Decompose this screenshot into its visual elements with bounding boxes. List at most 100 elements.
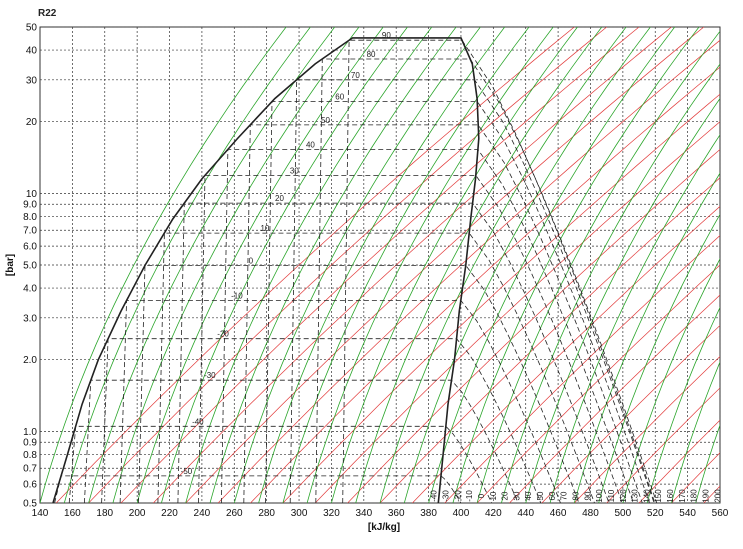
y-tick-label: 20 bbox=[26, 117, 38, 128]
isotherm-line bbox=[157, 232, 595, 503]
volume-line bbox=[55, 27, 575, 503]
entropy-line bbox=[598, 213, 720, 503]
y-tick-label: 4.0 bbox=[23, 284, 37, 295]
entropy-line bbox=[646, 306, 720, 503]
y-tick-label: 0.8 bbox=[23, 450, 37, 461]
y-tick-label: 8.0 bbox=[23, 212, 37, 223]
vapor-temp-label: 160 bbox=[666, 489, 675, 503]
entropy-line bbox=[258, 27, 506, 503]
y-tick-label: 0.6 bbox=[23, 480, 37, 491]
x-tick-label: 280 bbox=[258, 508, 275, 519]
chart-title: R22 bbox=[38, 8, 57, 19]
volume-line bbox=[347, 149, 720, 503]
vapor-temp-label: 10 bbox=[489, 491, 498, 500]
vapor-temp-label: 70 bbox=[560, 491, 569, 500]
vapor-temp-label: 40 bbox=[524, 491, 533, 500]
y-tick-label: 0.7 bbox=[23, 464, 37, 475]
x-tick-label: 240 bbox=[194, 508, 211, 519]
isotherm-label: 70 bbox=[351, 71, 360, 80]
x-axis-label: [kJ/kg] bbox=[368, 522, 400, 533]
volume-line bbox=[638, 419, 720, 503]
vapor-temp-label: 170 bbox=[678, 489, 687, 503]
y-tick-label: 1.0 bbox=[23, 427, 37, 438]
x-tick-label: 460 bbox=[550, 508, 567, 519]
entropy-line bbox=[282, 27, 530, 503]
vapor-temp-label: 200 bbox=[713, 489, 722, 503]
vapor-temp-label: -40 bbox=[430, 490, 439, 502]
isotherm-label: 0 bbox=[249, 256, 254, 265]
x-tick-label: 200 bbox=[129, 508, 146, 519]
x-tick-label: 300 bbox=[291, 508, 308, 519]
isotherm-label: 30 bbox=[290, 166, 299, 175]
x-tick-label: 560 bbox=[712, 508, 729, 519]
vapor-temp-label: 140 bbox=[642, 489, 651, 503]
entropy-line bbox=[476, 30, 720, 503]
vapor-temp-label: 100 bbox=[595, 489, 604, 503]
volume-line bbox=[476, 264, 720, 503]
vapor-temp-label: 90 bbox=[583, 491, 592, 500]
x-tick-label: 380 bbox=[420, 508, 437, 519]
x-tick-label: 360 bbox=[388, 508, 405, 519]
x-tick-label: 180 bbox=[96, 508, 113, 519]
x-tick-label: 220 bbox=[161, 508, 178, 519]
entropy-line bbox=[355, 27, 603, 503]
isotherm-line bbox=[243, 124, 643, 503]
vapor-temp-label: -30 bbox=[441, 490, 450, 502]
isotherm-line bbox=[265, 101, 650, 503]
x-tick-label: 140 bbox=[32, 508, 49, 519]
isotherm-label: 90 bbox=[382, 31, 391, 40]
isotherm-label: 50 bbox=[321, 116, 330, 125]
volume-line bbox=[412, 205, 720, 503]
x-tick-label: 260 bbox=[226, 508, 243, 519]
volume-line bbox=[444, 235, 720, 503]
y-tick-label: 9.0 bbox=[23, 200, 37, 211]
volume-line bbox=[574, 355, 720, 503]
isotherm-label: -10 bbox=[231, 291, 243, 300]
volume-line bbox=[736, 27, 743, 503]
vapor-temp-label: 130 bbox=[631, 489, 640, 503]
x-tick-label: 420 bbox=[485, 508, 502, 519]
entropy-line bbox=[573, 172, 720, 503]
entropy-line bbox=[622, 258, 720, 503]
x-tick-label: 400 bbox=[453, 508, 470, 519]
saturation-curve bbox=[52, 37, 480, 503]
volume-line bbox=[509, 294, 720, 503]
vapor-temp-label: -20 bbox=[453, 490, 462, 502]
x-tick-label: 320 bbox=[323, 508, 340, 519]
x-tick-label: 500 bbox=[615, 508, 632, 519]
vapor-temp-label: 190 bbox=[702, 489, 711, 503]
y-tick-label: 10 bbox=[26, 189, 38, 200]
x-tick-label: 340 bbox=[355, 508, 372, 519]
vapor-temp-label: 110 bbox=[607, 489, 616, 502]
isotherm-label: -30 bbox=[204, 371, 216, 380]
y-tick-labels: 0.5 0.6 0.7 0.80.91.0 2.0 3.0 4.0 5.0 6.0 7.0 8.09… bbox=[23, 23, 37, 510]
isotherm-label: -40 bbox=[192, 417, 204, 426]
x-tick-label: 520 bbox=[647, 508, 664, 519]
isotherm-line bbox=[198, 174, 623, 503]
x-tick-label: 440 bbox=[517, 508, 534, 519]
vapor-temp-label: 180 bbox=[690, 489, 699, 503]
vapor-temp-label: -10 bbox=[465, 490, 474, 502]
x-tick-labels: 140 160 180 200 220 240 260 280 300 320 340 360 380 4… bbox=[32, 508, 729, 519]
entropy-line bbox=[403, 27, 651, 503]
entropy-line bbox=[306, 27, 554, 503]
y-tick-label: 3.0 bbox=[23, 313, 37, 324]
x-tick-label: 160 bbox=[64, 508, 81, 519]
vapor-temp-label: 60 bbox=[548, 491, 557, 500]
entropy-line bbox=[379, 27, 627, 503]
vapor-temp-label: 30 bbox=[512, 491, 521, 500]
y-tick-label: 50 bbox=[26, 23, 38, 34]
isotherm-line bbox=[342, 39, 656, 503]
volume-line bbox=[606, 387, 720, 503]
x-tick-label: 480 bbox=[582, 508, 599, 519]
entropy-line bbox=[331, 27, 578, 503]
y-tick-label: 7.0 bbox=[23, 226, 37, 237]
y-tick-label: 40 bbox=[26, 46, 38, 57]
volume-line bbox=[314, 121, 720, 503]
entropy-line bbox=[452, 27, 700, 503]
volume-line bbox=[541, 324, 720, 503]
vapor-temp-label: 20 bbox=[501, 491, 510, 500]
isotherm-label: 10 bbox=[260, 224, 269, 233]
